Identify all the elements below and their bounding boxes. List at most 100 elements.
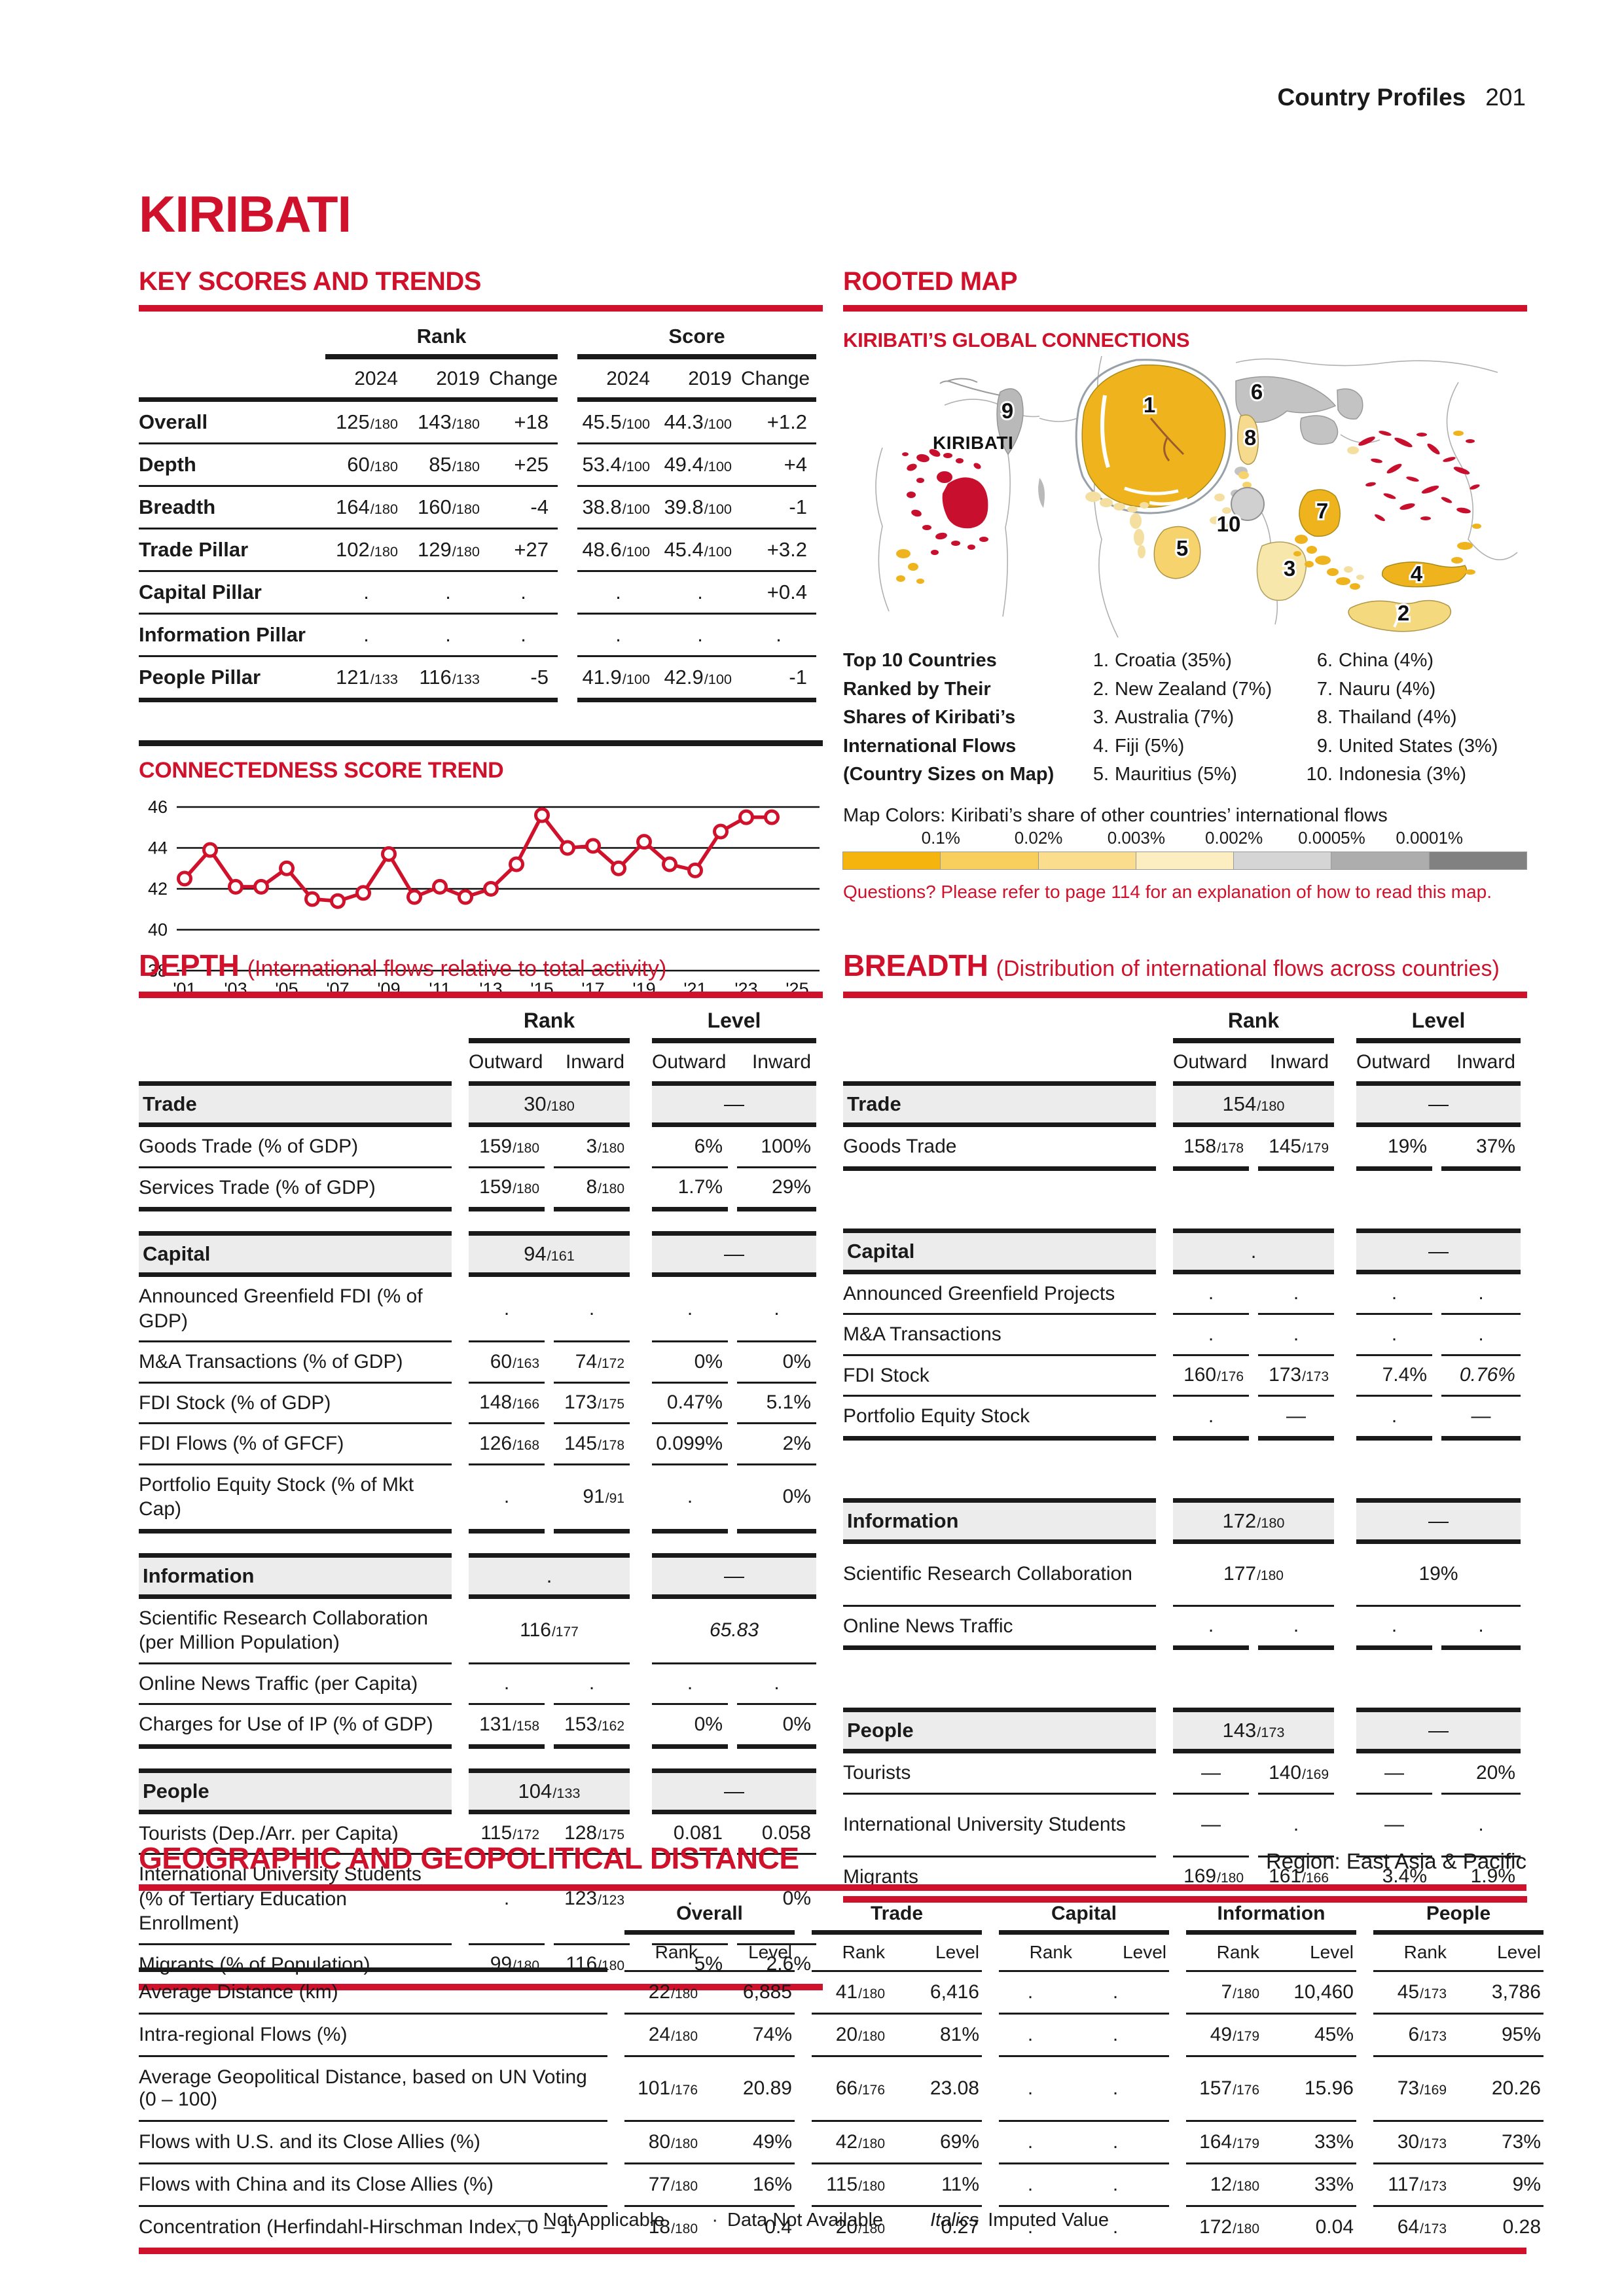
rank-denominator: /133: [370, 671, 398, 687]
rank-value: 102: [336, 538, 370, 561]
value: 64/173: [1398, 2216, 1447, 2238]
level-cell: 81%: [893, 2024, 982, 2046]
level-cell: .: [652, 1855, 728, 1945]
level-cell: .: [1441, 1274, 1521, 1315]
value-cell: +1.2: [741, 402, 816, 444]
legend-item: — Not Applicable: [515, 2210, 664, 2231]
country-share: Australia (7%): [1115, 707, 1235, 728]
column-header: 2019: [407, 359, 489, 402]
value-group: 66/176 23.08: [812, 2057, 982, 2122]
rank-value: 45.4: [664, 538, 704, 561]
rank-cell: —: [1173, 1753, 1249, 1795]
breadth-heading: BREADTH (Distribution of international f…: [843, 948, 1527, 983]
level-cell: 0.099%: [652, 1424, 728, 1465]
top10-item: 6. China (4%): [1301, 647, 1527, 675]
value: 0.47%: [666, 1391, 723, 1414]
gold-fragment: [1336, 577, 1350, 585]
value: 60/180: [347, 453, 398, 476]
rank-value: 160: [418, 495, 452, 518]
value: —: [1201, 1814, 1221, 1835]
section-label: Capital: [843, 1228, 1156, 1274]
rank-cell: .: [554, 1664, 630, 1705]
value: .: [1112, 2077, 1119, 2099]
rank-cell: .: [1258, 1795, 1334, 1857]
value: .: [445, 623, 451, 646]
value: —: [1428, 1092, 1449, 1115]
column-header: Outward: [469, 1051, 543, 1073]
rank-cell: 164/179: [1186, 2131, 1267, 2153]
rank-denominator: /163: [513, 1355, 539, 1371]
table-grid-row: Information. —: [139, 1552, 823, 1599]
rank-denominator: /180: [1233, 2221, 1259, 2236]
group-header-information: Information: [1186, 1903, 1356, 1935]
data-point-2004: [253, 878, 269, 895]
value: .: [1027, 2024, 1034, 2045]
row-label: Portfolio Equity Stock (% of Mkt Cap): [139, 1465, 452, 1534]
marker-mauritius: 5: [1176, 536, 1188, 560]
data-point-2001: [177, 870, 192, 887]
row-label: Scientific Research Collaboration (per M…: [139, 1599, 452, 1664]
geo-table: Overall Trade Capital Information People Rank…: [139, 1903, 1543, 2254]
color-swatch: [1428, 851, 1527, 870]
row-label: FDI Flows (% of GFCF): [139, 1424, 452, 1465]
column-header: Change: [741, 359, 816, 402]
rank-denominator: /179: [1233, 2029, 1259, 2044]
value: .: [1027, 2216, 1034, 2238]
level-cell: 0.04: [1267, 2216, 1356, 2238]
rank-denominator: /180: [370, 543, 398, 560]
section-rule: [843, 992, 1527, 998]
value-cell: 85/180: [407, 444, 489, 487]
value-group: ..: [999, 2057, 1169, 2122]
rank-cell: .: [1173, 1315, 1249, 1356]
value: .: [774, 1672, 780, 1695]
level-cell: 0.4: [706, 2216, 795, 2238]
value: 143/173: [1223, 1719, 1285, 1742]
pale-fragment: [1214, 493, 1225, 501]
rank-value: 42: [835, 2131, 858, 2153]
row-label: People Pillar: [139, 657, 325, 702]
value-group: 6/173 95%: [1373, 2015, 1543, 2057]
rank-denominator: /180: [1257, 1514, 1285, 1531]
value-group: 77/180 16%: [624, 2164, 795, 2207]
value-cell: +3.2: [741, 529, 816, 572]
gray-fragment: [1038, 478, 1045, 508]
value: -1: [789, 666, 807, 689]
page-header: Country Profiles 201: [1277, 84, 1526, 111]
kiribati-fragment: [929, 449, 941, 457]
key-scores-table: Rank Score 2024 2019 Change 2024 2019 Change Ove…: [139, 325, 823, 702]
sub-header: Rank Level: [812, 1935, 982, 1972]
value: 0%: [782, 1350, 811, 1372]
indonesia-shape: [1231, 487, 1265, 521]
rank-denominator: /180: [858, 2179, 885, 2194]
value: .: [363, 581, 369, 603]
rank-denominator: /180: [598, 1181, 624, 1197]
table-grid-row: Trade 30/180 —: [139, 1081, 823, 1127]
rooted-map-section: ROOTED MAP KIRIBATI’S GLOBAL CONNECTIONS…: [842, 267, 1527, 903]
value: 0.4: [765, 2216, 792, 2238]
level-cell: 0.081: [652, 1814, 728, 1855]
level-header: Level: [935, 1942, 979, 1962]
level-cell: 0.27: [893, 2216, 982, 2238]
table-row: Average Distance (km) 22/180 6,885 41/180 6,…: [139, 1972, 1543, 2015]
gold-fragment: [1242, 482, 1252, 488]
value: 154/180: [1223, 1092, 1285, 1116]
rank-cell: 12/180: [1186, 2174, 1267, 2196]
kiribati-fragment: [979, 537, 988, 542]
gold-fragment: [1238, 471, 1249, 479]
value-group: 80/180 49%: [624, 2122, 795, 2164]
rank-value: 143: [418, 410, 452, 433]
scale-tick-label: 0.02%: [1014, 827, 1063, 848]
rank-denominator: /180: [452, 458, 480, 475]
rank-value: 91: [583, 1486, 605, 1507]
row-label: Scientific Research Collaboration: [843, 1544, 1156, 1607]
table-row: Trade Pillar 102/180 129/180 +27 48.6/100 45.…: [139, 529, 823, 572]
rank-value: 80: [648, 2131, 671, 2153]
column-header: Outward: [1173, 1051, 1248, 1073]
china-shape: [1337, 388, 1363, 420]
map-border-line: [944, 399, 1040, 418]
table-grid-row: FDI Flows (% of GFCF) 126/168 145/178 0.099…: [139, 1424, 823, 1465]
rank-cell: .: [469, 1465, 545, 1534]
rank-value: 159: [479, 1176, 513, 1198]
data-point-2014: [509, 856, 524, 872]
value-group: 20/180 81%: [812, 2015, 982, 2057]
